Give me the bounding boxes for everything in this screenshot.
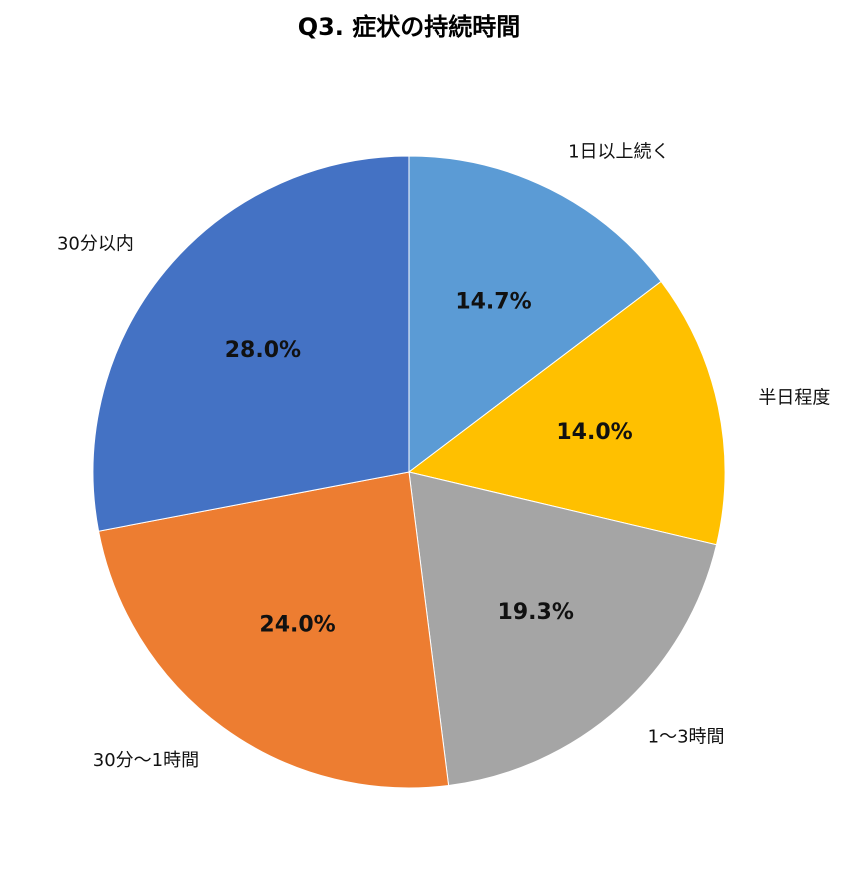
category-label: 1日以上続く	[568, 141, 669, 162]
pie-slice	[98, 471, 450, 789]
category-label: 30分以内	[57, 233, 134, 254]
pie-slice	[408, 471, 718, 787]
value-label: 19.3%	[498, 600, 574, 625]
pie-slice	[408, 155, 662, 474]
category-label: 半日程度	[758, 387, 830, 408]
chart-title: Q3. 症状の持続時間	[298, 13, 521, 41]
category-label: 30分〜1時間	[93, 750, 199, 771]
category-label: 1〜3時間	[648, 727, 725, 748]
pie-slice	[92, 155, 410, 532]
value-label: 14.0%	[556, 420, 632, 445]
value-label: 28.0%	[225, 338, 301, 363]
value-label: 14.7%	[455, 289, 531, 314]
value-label: 24.0%	[259, 612, 335, 637]
pie-slice	[407, 280, 726, 546]
